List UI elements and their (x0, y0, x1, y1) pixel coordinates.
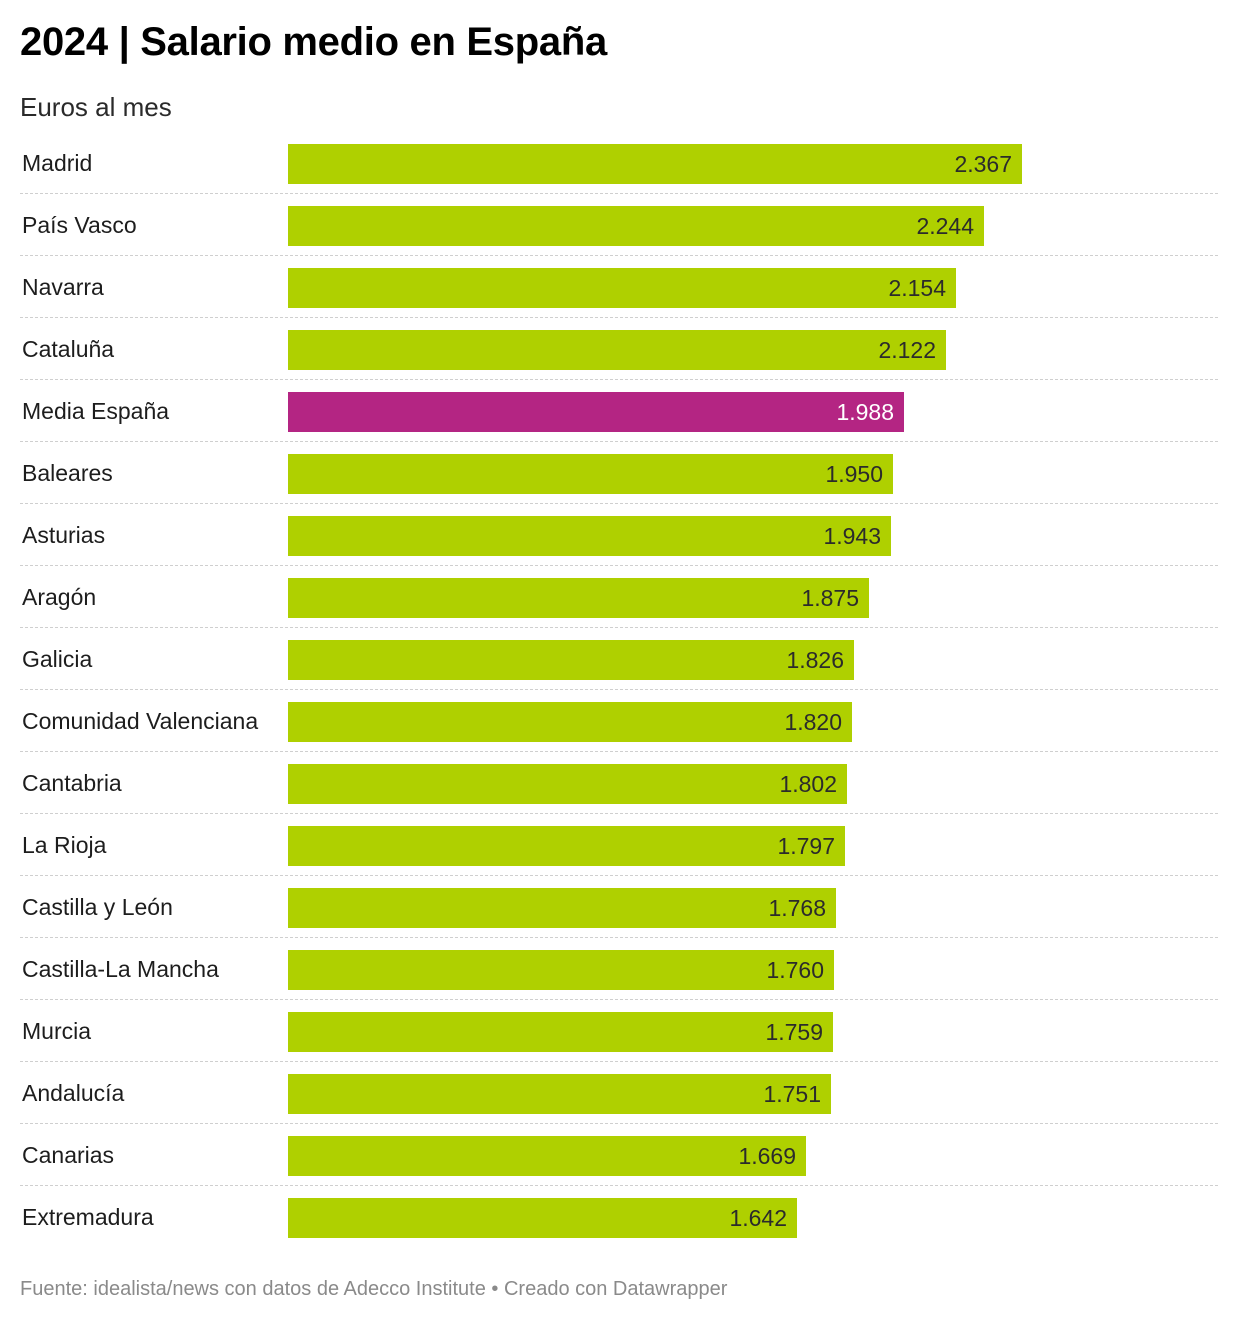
row-divider (20, 503, 1218, 504)
row-divider (20, 1061, 1218, 1062)
bar-row: País Vasco 2.244 (20, 194, 1218, 256)
bar-row: Castilla y León 1.768 (20, 876, 1218, 938)
category-label: Media España (22, 398, 170, 424)
row-divider (20, 1185, 1218, 1186)
category-label: Andalucía (22, 1080, 125, 1106)
bar-row: Cataluña 2.122 (20, 318, 1218, 380)
category-label: Castilla-La Mancha (22, 956, 219, 982)
value-label: 1.759 (765, 1019, 823, 1045)
bar (288, 702, 852, 742)
bar (288, 1198, 797, 1238)
category-label: Canarias (22, 1142, 115, 1168)
bar (288, 888, 836, 928)
row-divider (20, 1123, 1218, 1124)
row-divider (20, 813, 1218, 814)
bar-row: Galicia 1.826 (20, 628, 1218, 690)
row-divider (20, 255, 1218, 256)
bar-row: Castilla-La Mancha 1.760 (20, 938, 1218, 1000)
row-divider (20, 751, 1218, 752)
value-label: 1.760 (766, 957, 824, 983)
category-label: Cantabria (22, 770, 122, 796)
bar-row: Madrid 2.367 (20, 132, 1218, 194)
bar (288, 268, 956, 308)
value-label: 1.669 (738, 1143, 796, 1169)
value-label: 2.367 (954, 151, 1012, 177)
value-label: 1.642 (729, 1205, 787, 1231)
bar (288, 516, 891, 556)
bar (288, 392, 904, 432)
bar-row: Asturias 1.943 (20, 504, 1218, 566)
bar (288, 330, 946, 370)
value-label: 1.751 (763, 1081, 821, 1107)
row-divider (20, 689, 1218, 690)
category-label: Galicia (22, 646, 93, 672)
row-divider (20, 937, 1218, 938)
row-divider (20, 379, 1218, 380)
row-divider (20, 317, 1218, 318)
category-label: Aragón (22, 584, 97, 610)
bar-row: Extremadura 1.642 (20, 1186, 1218, 1248)
value-label: 1.826 (786, 647, 844, 673)
row-divider (20, 627, 1218, 628)
bar (288, 1074, 831, 1114)
category-label: Madrid (22, 150, 93, 176)
value-label: 1.820 (784, 709, 842, 735)
value-label: 1.797 (777, 833, 835, 859)
row-divider (20, 999, 1218, 1000)
value-label: 1.875 (801, 585, 859, 611)
category-label: País Vasco (22, 212, 137, 238)
bar-row: Andalucía 1.751 (20, 1062, 1218, 1124)
row-divider (20, 565, 1218, 566)
category-label: Cataluña (22, 336, 115, 362)
category-label: Extremadura (22, 1204, 154, 1230)
bar (288, 206, 984, 246)
bar (288, 1012, 833, 1052)
category-label: Comunidad Valenciana (22, 708, 259, 734)
category-label: Navarra (22, 274, 104, 300)
row-divider (20, 441, 1218, 442)
bar (288, 454, 893, 494)
category-label: Castilla y León (22, 894, 173, 920)
bar-row: Navarra 2.154 (20, 256, 1218, 318)
bar (288, 640, 854, 680)
bar (288, 826, 845, 866)
category-label: Murcia (22, 1018, 92, 1044)
bar-row: Comunidad Valenciana 1.820 (20, 690, 1218, 752)
category-label: Asturias (22, 522, 106, 548)
bar-row: Cantabria 1.802 (20, 752, 1218, 814)
bar (288, 764, 847, 804)
chart-title: 2024 | Salario medio en España (20, 20, 607, 64)
bar-row: Baleares 1.950 (20, 442, 1218, 504)
bar (288, 144, 1022, 184)
bar-row: Canarias 1.669 (20, 1124, 1218, 1186)
value-label: 1.943 (823, 523, 881, 549)
value-label: 2.154 (888, 275, 946, 301)
chart-subtitle: Euros al mes (20, 92, 172, 122)
row-divider (20, 193, 1218, 194)
bar-row: Media España 1.988 (20, 380, 1218, 442)
row-divider (20, 875, 1218, 876)
bar-row: Aragón 1.875 (20, 566, 1218, 628)
bar-chart: Madrid 2.367 País Vasco 2.244 Navarra 2.154 Ca… (20, 132, 1218, 1244)
value-label: 2.244 (916, 213, 974, 239)
category-label: La Rioja (22, 832, 107, 858)
bar (288, 578, 869, 618)
value-label: 1.768 (768, 895, 826, 921)
bar (288, 950, 834, 990)
value-label: 1.950 (825, 461, 883, 487)
value-label: 1.988 (836, 399, 894, 425)
source-footer: Fuente: idealista/news con datos de Adec… (20, 1278, 728, 1300)
category-label: Baleares (22, 460, 113, 486)
bar-row: La Rioja 1.797 (20, 814, 1218, 876)
value-label: 1.802 (779, 771, 837, 797)
bar-row: Murcia 1.759 (20, 1000, 1218, 1062)
bar (288, 1136, 806, 1176)
value-label: 2.122 (878, 337, 936, 363)
